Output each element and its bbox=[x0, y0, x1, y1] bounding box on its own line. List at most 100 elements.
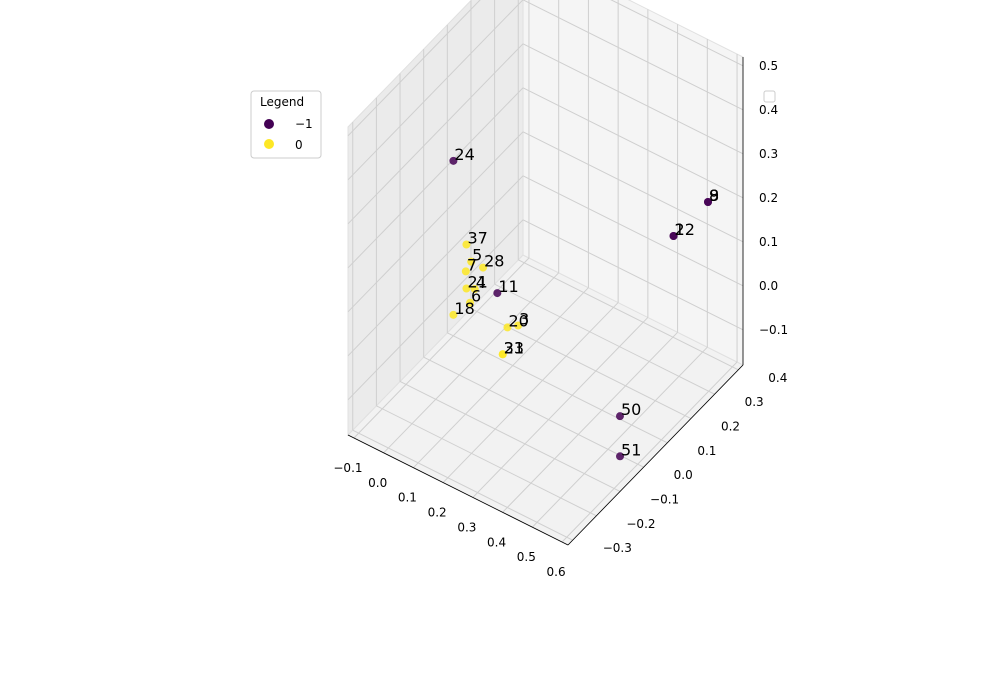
empty-legend-box bbox=[763, 90, 776, 103]
data-point-label: 24 bbox=[454, 145, 474, 164]
data-points bbox=[449, 156, 712, 461]
x-tick-label: 0.1 bbox=[398, 491, 417, 505]
grid-z-left bbox=[347, 0, 524, 181]
data-point-label: 50 bbox=[621, 400, 641, 419]
grid-y-floor bbox=[423, 356, 644, 468]
data-point-label: 7 bbox=[467, 255, 477, 274]
data-point-label: 21 bbox=[467, 273, 487, 292]
legend-marker-neg1 bbox=[264, 119, 274, 129]
grid-y-floor bbox=[352, 429, 573, 541]
z-tick-label: 0.1 bbox=[759, 235, 778, 249]
grid-y-floor bbox=[447, 332, 668, 444]
legend: Legend −1 0 bbox=[250, 90, 322, 159]
data-point bbox=[449, 310, 458, 319]
data-point bbox=[470, 285, 479, 294]
grid-z-back bbox=[522, 0, 744, 111]
grid-y-floor bbox=[376, 405, 597, 517]
y-tick-label: 0.3 bbox=[745, 395, 764, 409]
grid-lines bbox=[347, 0, 744, 546]
data-point-label: 4 bbox=[476, 273, 486, 292]
tick-labels: −0.1 0.0 0.1 0.2 0.3 0.4 0.5 0.6 −0.3 −0.2 −0.1 0.0… bbox=[333, 59, 788, 579]
y-tick-label: −0.1 bbox=[650, 492, 679, 506]
data-point bbox=[616, 452, 625, 461]
legend-label-0: 0 bbox=[295, 138, 303, 152]
grid-z-back bbox=[522, 175, 744, 287]
data-point-label: 9 bbox=[709, 186, 719, 205]
z-tick-label: 0.5 bbox=[759, 59, 778, 73]
grid-z-left bbox=[347, 0, 481, 137]
grid-x-floor bbox=[353, 257, 530, 439]
data-point-label: 12 bbox=[675, 220, 695, 239]
grid-z-left bbox=[347, 87, 524, 269]
grid-x-floor bbox=[472, 317, 649, 498]
y-tick-label: 0.0 bbox=[674, 468, 693, 482]
data-point bbox=[503, 323, 512, 332]
data-point-label: 23 bbox=[504, 338, 524, 357]
y-tick-label: −0.2 bbox=[626, 517, 655, 531]
y-tick-label: 0.1 bbox=[697, 444, 716, 458]
grid-x-floor bbox=[561, 361, 738, 543]
x-tick-label: 0.5 bbox=[517, 550, 536, 564]
grid-z-back bbox=[522, 219, 744, 331]
data-point bbox=[462, 240, 471, 249]
x-axis-line bbox=[347, 434, 569, 546]
axis-panes bbox=[347, 0, 744, 546]
data-point bbox=[669, 231, 678, 240]
z-tick-label: 0.3 bbox=[759, 147, 778, 161]
grid-x-floor bbox=[383, 272, 560, 454]
grid-z-left bbox=[347, 219, 524, 401]
data-point bbox=[449, 156, 458, 165]
grid-x-floor bbox=[442, 302, 619, 483]
y-axis-line bbox=[567, 364, 744, 546]
y-tick-label: 0.2 bbox=[721, 420, 740, 434]
x-tick-label: 0.6 bbox=[547, 565, 566, 579]
grid-y-floor bbox=[518, 259, 739, 371]
x-tick-label: 0.0 bbox=[368, 476, 387, 490]
grid-y-floor bbox=[494, 283, 715, 395]
x-tick-label: 0.3 bbox=[457, 520, 476, 534]
x-tick-label: 0.2 bbox=[428, 506, 447, 520]
grid-z-back bbox=[610, 0, 744, 67]
y-tick-label: −0.3 bbox=[603, 541, 632, 555]
z-tick-label: 0.4 bbox=[759, 103, 778, 117]
data-point bbox=[514, 321, 523, 330]
grid-z-left bbox=[347, 131, 524, 313]
grid-y-floor bbox=[399, 381, 621, 492]
z-tick-label: 0.2 bbox=[759, 191, 778, 205]
grid-x-floor bbox=[531, 346, 708, 528]
data-point-label: 6 bbox=[471, 287, 481, 306]
data-point-label: 3 bbox=[519, 310, 529, 329]
z-tick-label: −0.1 bbox=[759, 323, 788, 337]
grid-z-left bbox=[347, 43, 524, 225]
x-tick-label: −0.1 bbox=[333, 461, 362, 475]
data-point bbox=[704, 197, 712, 206]
grid-z-back bbox=[522, 131, 744, 243]
grid-x-floor bbox=[502, 331, 678, 513]
data-point-label: 18 bbox=[454, 299, 474, 318]
data-point-label: 31 bbox=[504, 338, 524, 357]
data-point-label: 11 bbox=[498, 277, 518, 296]
grid-z-back bbox=[522, 43, 744, 155]
data-point bbox=[467, 257, 476, 266]
data-point-label: 8 bbox=[709, 186, 719, 205]
data-point-label: 51 bbox=[621, 440, 641, 459]
data-point bbox=[493, 289, 502, 298]
grid-x-floor bbox=[413, 287, 589, 469]
left-wall-pane bbox=[347, 0, 524, 437]
grid-z-left bbox=[347, 175, 524, 357]
y-tick-label: 0.4 bbox=[768, 371, 787, 385]
legend-marker-0 bbox=[264, 139, 274, 149]
data-point-label: 28 bbox=[484, 252, 504, 271]
data-point-label: 5 bbox=[472, 246, 482, 265]
x-tick-label: 0.4 bbox=[487, 535, 506, 549]
data-point bbox=[498, 350, 507, 359]
legend-label-neg1: −1 bbox=[295, 117, 313, 131]
grid-z-back bbox=[522, 87, 744, 199]
data-point bbox=[461, 267, 470, 276]
data-point-label: 37 bbox=[467, 229, 487, 248]
data-point bbox=[466, 298, 475, 307]
legend-title: Legend bbox=[260, 95, 304, 109]
data-point bbox=[462, 284, 471, 293]
